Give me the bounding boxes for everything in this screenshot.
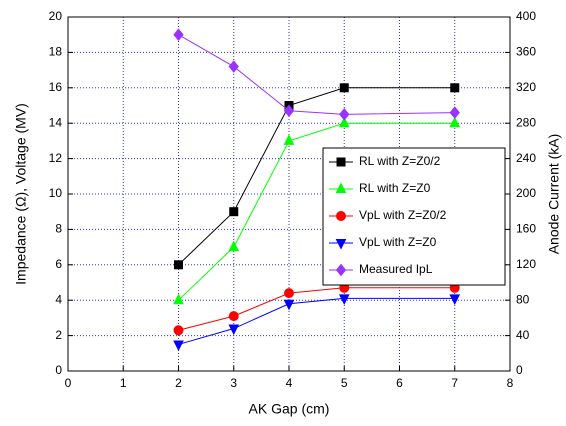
- x-tick-label: 5: [341, 376, 348, 390]
- marker: [335, 239, 347, 250]
- marker: [228, 311, 239, 322]
- plot-frame: [67, 16, 511, 372]
- legend-label: RL with Z=Z0: [359, 181, 431, 195]
- y2-tick-label: 320: [516, 80, 536, 94]
- y2-tick-label: 0: [516, 363, 523, 377]
- marker: [229, 207, 239, 217]
- y2-tick-label: 240: [516, 151, 536, 165]
- marker: [283, 104, 295, 118]
- x-tick-label: 8: [507, 376, 514, 390]
- series-line: [178, 297, 455, 345]
- y2-tick-label: 80: [516, 292, 530, 306]
- y-tick-label: 12: [49, 151, 63, 165]
- marker: [449, 294, 461, 306]
- y-tick-label: 20: [49, 9, 63, 23]
- x-tick-label: 2: [175, 376, 182, 390]
- marker: [450, 83, 460, 93]
- marker: [173, 340, 184, 352]
- x-axis-label: AK Gap (cm): [249, 401, 330, 417]
- y-tick-label: 2: [55, 328, 62, 342]
- y2-axis-label: Anode Current (kA): [546, 134, 562, 255]
- x-tick-label: 6: [396, 376, 403, 390]
- y-tick-label: 0: [55, 363, 62, 377]
- legend-label: RL with Z=Z0/2: [359, 154, 441, 168]
- marker: [335, 182, 347, 193]
- marker: [338, 294, 350, 306]
- y-tick-label: 4: [55, 292, 62, 306]
- y2-tick-label: 200: [516, 186, 536, 200]
- x-tick-label: 7: [451, 376, 458, 390]
- marker: [339, 108, 350, 121]
- marker: [338, 116, 350, 128]
- y-tick-label: 6: [55, 257, 62, 271]
- series-line: [178, 34, 455, 115]
- marker: [173, 325, 184, 336]
- y2-tick-label: 400: [516, 9, 536, 23]
- y2-tick-label: 360: [516, 45, 536, 59]
- marker: [174, 260, 183, 270]
- legend-label: VpL with Z=Z0: [359, 235, 437, 249]
- marker: [173, 28, 184, 41]
- marker: [339, 83, 349, 93]
- marker: [173, 293, 184, 305]
- marker: [228, 240, 240, 252]
- y2-tick-label: 40: [516, 328, 530, 342]
- legend-box: [322, 147, 506, 286]
- y-tick-label: 16: [49, 80, 63, 94]
- y-tick-label: 18: [49, 45, 63, 59]
- y-axis-label: Impedance (Ω), Voltage (MV): [13, 103, 29, 285]
- marker: [449, 106, 460, 119]
- marker: [449, 116, 461, 128]
- x-tick-label: 4: [286, 376, 293, 390]
- marker: [335, 263, 347, 277]
- x-tick-label: 3: [230, 376, 237, 390]
- marker: [228, 60, 239, 73]
- marker: [228, 324, 240, 336]
- marker: [283, 299, 295, 311]
- y-tick-label: 8: [55, 222, 62, 236]
- y-tick-label: 14: [49, 115, 63, 129]
- marker: [336, 211, 346, 221]
- legend-label: Measured IpL: [359, 262, 433, 276]
- series-line: [178, 287, 455, 331]
- x-tick-label: 1: [120, 376, 127, 390]
- y2-tick-label: 280: [516, 115, 536, 129]
- marker: [283, 134, 295, 145]
- marker: [284, 288, 294, 299]
- marker: [336, 157, 346, 167]
- y-tick-label: 10: [49, 186, 63, 200]
- x-tick-label: 0: [65, 376, 72, 390]
- legend-label: VpL with Z=Z0/2: [359, 208, 447, 222]
- y2-tick-label: 160: [516, 222, 536, 236]
- legend: RL with Z=Z0/2 RL with Z=Z0 VpL with Z=Z0/…: [322, 147, 506, 286]
- y2-tick-label: 120: [516, 257, 536, 271]
